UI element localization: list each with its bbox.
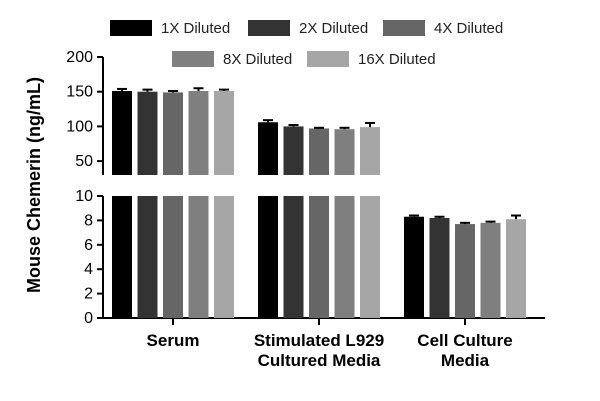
bars [112,87,526,318]
y-tick-label: 200 [66,49,93,66]
legend-label: 1X Diluted [161,20,230,37]
bar [334,129,355,175]
bar [455,224,475,318]
y-axis-label: Mouse Chemerin (ng/mL) [24,77,44,293]
bar [334,196,355,318]
axes: 0 2 4 6 8 10 50 100 150 200 Serum Stimulated L929Cu… [66,49,545,370]
bar [404,216,424,318]
bar [137,196,158,318]
bar [258,122,278,175]
legend-swatch [110,20,152,36]
bar [360,127,380,175]
y-tick-label: 150 [66,84,93,101]
bar [480,222,501,318]
bar [506,219,526,318]
legend-swatch [248,20,290,36]
bar [309,196,329,318]
bar [137,91,158,175]
bar [188,91,209,175]
bar [309,128,329,175]
bar [283,126,304,175]
y-tick-label: 0 [84,310,93,327]
bar [258,196,278,318]
legend-label: 16X Diluted [358,51,436,68]
bar [188,196,209,318]
y-tick-label: 6 [84,237,93,254]
legend-swatch [307,51,349,67]
legend-label: 2X Diluted [299,20,368,37]
bar [214,91,234,175]
category-label: Cell Culture [417,331,512,350]
category-label: Cultured Media [258,351,381,370]
bar [360,196,380,318]
y-tick-label: 8 [84,212,93,229]
y-tick-label: 50 [75,153,93,170]
category-label: Stimulated L929 [254,331,384,350]
legend-label: 8X Diluted [223,51,292,68]
bar [214,196,234,318]
y-tick-label: 4 [84,261,93,278]
bar [429,217,450,318]
y-tick-label: 100 [66,118,93,135]
legend-swatch [383,20,425,36]
category-label: Serum [147,331,200,350]
bar [112,91,132,175]
bar [163,92,183,175]
y-tick-label: 10 [75,188,93,205]
legend-label: 4X Diluted [434,20,503,37]
legend-swatch [172,51,214,67]
bar [112,196,132,318]
bar [283,196,304,318]
category-label: Media [441,351,490,370]
bar [163,196,183,318]
legend: 1X Diluted 2X Diluted 4X Diluted 8X Diluted… [110,20,503,68]
y-tick-label: 2 [84,286,93,303]
